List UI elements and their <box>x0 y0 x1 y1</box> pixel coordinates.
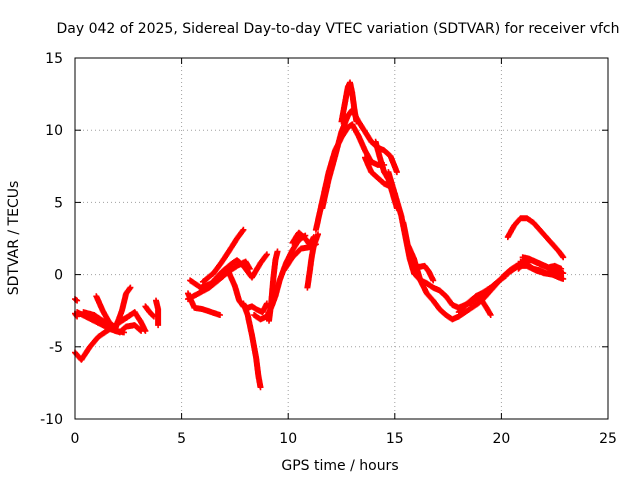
data-point-markers <box>504 215 567 261</box>
data-point-markers <box>240 300 264 391</box>
data-track <box>477 294 494 318</box>
y-tick-label: -5 <box>49 340 63 356</box>
data-point-markers <box>199 226 247 285</box>
chart-title: Day 042 of 2025, Sidereal Day-to-day VTE… <box>56 21 619 37</box>
data-point-markers <box>517 258 567 282</box>
data-track <box>289 229 317 248</box>
data-point-markers <box>142 303 157 320</box>
data-track <box>519 254 565 272</box>
data-point-markers <box>153 297 162 329</box>
data-track <box>266 248 281 324</box>
data-point-markers <box>413 262 437 284</box>
data-track <box>504 215 567 261</box>
data-point-markers <box>477 294 494 318</box>
x-tick-label: 5 <box>177 431 186 447</box>
data-track <box>114 309 149 334</box>
data-track <box>80 309 127 336</box>
data-series <box>72 79 567 391</box>
y-tick-label: 15 <box>45 51 63 67</box>
data-track <box>142 303 157 320</box>
x-tick-label: 10 <box>279 431 297 447</box>
axis-ticks: 0 5 10 15 20 25 -10 -5 0 5 10 15 <box>40 51 617 447</box>
data-point-markers <box>519 254 565 272</box>
grid-lines <box>75 58 608 419</box>
plot-border <box>74 57 609 420</box>
y-tick-label: 0 <box>54 268 63 284</box>
y-tick-label: 5 <box>54 195 63 211</box>
x-tick-label: 15 <box>386 431 404 447</box>
data-track <box>153 297 162 329</box>
data-point-markers <box>266 248 281 324</box>
data-track <box>185 258 253 303</box>
data-track <box>304 231 321 291</box>
data-point-markers <box>80 309 127 336</box>
x-tick-label: 0 <box>71 431 80 447</box>
data-point-markers <box>304 231 321 291</box>
data-track <box>240 300 264 391</box>
y-axis-label: SDTVAR / TECUs <box>6 181 22 296</box>
x-tick-label: 25 <box>599 431 617 447</box>
x-tick-label: 20 <box>492 431 510 447</box>
data-track <box>517 258 567 282</box>
data-point-markers <box>338 79 360 125</box>
y-tick-label: -10 <box>40 412 63 428</box>
data-point-markers <box>185 258 253 303</box>
data-point-markers <box>114 309 149 334</box>
data-track <box>199 226 247 285</box>
data-track <box>413 262 437 284</box>
y-tick-label: 10 <box>45 123 63 139</box>
data-point-markers <box>289 229 317 248</box>
data-track <box>338 79 360 125</box>
x-axis-label: GPS time / hours <box>281 458 398 474</box>
